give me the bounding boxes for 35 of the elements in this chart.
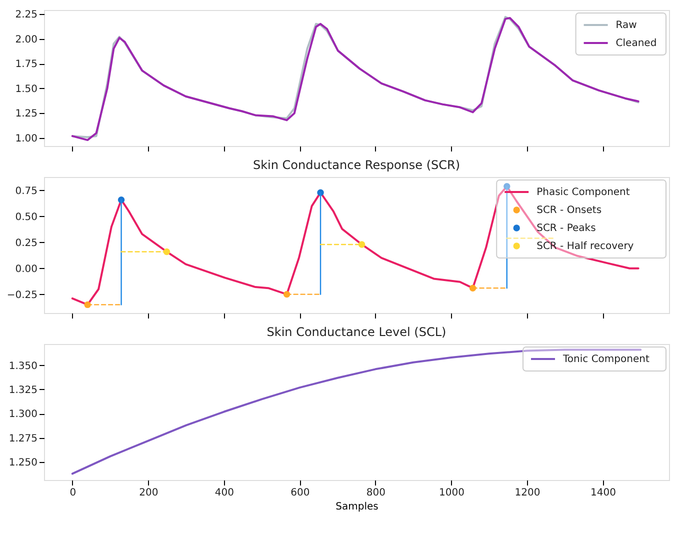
y-tick-label: 1.00 <box>15 134 38 145</box>
x-tick-label: 0 <box>70 488 76 498</box>
legend-label: SCR - Onsets <box>536 205 602 216</box>
y-tick-label: 0.75 <box>15 186 38 197</box>
x-tick-label: 1200 <box>514 488 540 498</box>
legend-label: Cleaned <box>616 38 657 49</box>
y-tick-label: 1.50 <box>15 84 38 95</box>
legend-label: Phasic Component <box>536 187 630 198</box>
x-tick-label: 1000 <box>438 488 464 498</box>
x-tick-label: 200 <box>139 488 158 498</box>
y-tick-label: 1.75 <box>15 59 38 70</box>
y-tick-label: 1.25 <box>15 108 38 120</box>
legend-label: SCR - Peaks <box>536 223 596 234</box>
y-tick-label: 0.00 <box>15 264 38 275</box>
point <box>358 241 366 248</box>
legend-label: Tonic Component <box>562 354 650 365</box>
y-tick-label: 2.25 <box>15 9 38 20</box>
y-tick-label: −0.25 <box>6 290 38 301</box>
y-tick-label: 1.300 <box>8 409 38 420</box>
chart-title: Skin Conductance Level (SCL) <box>266 325 446 339</box>
y-tick-label: 1.325 <box>8 384 38 396</box>
y-tick-label: 2.00 <box>15 34 38 46</box>
x-tick-label: 600 <box>290 488 310 498</box>
legend-label: Raw <box>616 20 637 31</box>
x-tick-label: 1400 <box>590 488 616 498</box>
legend-label: SCR - Half recovery <box>536 241 634 252</box>
y-tick-label: 0.25 <box>15 238 38 249</box>
y-tick-label: 1.350 <box>8 360 38 372</box>
y-tick-label: 1.275 <box>8 433 38 444</box>
x-axis-title: Samples <box>336 502 378 512</box>
x-tick-label: 400 <box>214 488 234 498</box>
x-tick-label: 800 <box>366 488 386 498</box>
y-tick-label: 0.50 <box>15 212 38 223</box>
y-tick-label: 1.250 <box>8 458 38 469</box>
chart-title: Skin Conductance Response (SCR) <box>252 158 460 172</box>
